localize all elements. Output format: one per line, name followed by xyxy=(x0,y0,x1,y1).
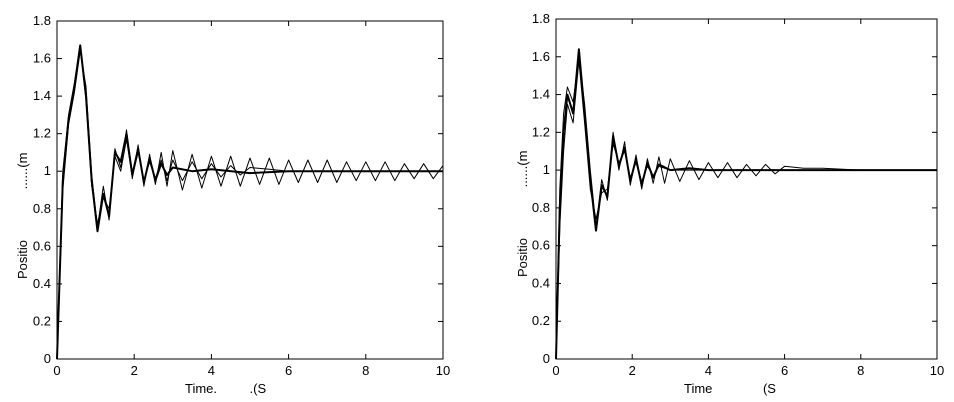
y-tick-label: 1.6 xyxy=(33,51,51,66)
x-tick-label: 8 xyxy=(362,363,369,378)
x-tick-label: 0 xyxy=(552,363,559,378)
x-tick-label: 4 xyxy=(705,363,712,378)
x-axis-label: Time (S xyxy=(684,381,776,396)
y-tick-label: 0.2 xyxy=(33,313,51,328)
x-tick-label: 10 xyxy=(930,363,944,378)
y-tick-label: 1.2 xyxy=(33,126,51,141)
chart-right: 0 2 4 6 8 10 0 0.2 0.4 0.6 0.8 1 1.2 1.4 1.6 1.8 Time (S… xyxy=(515,11,944,396)
y-tick-label: 1.8 xyxy=(33,13,51,28)
y-tick-label: 0.2 xyxy=(532,313,550,328)
y-tick-label: 0.6 xyxy=(532,238,550,253)
y-tick-label: 1.4 xyxy=(33,88,51,103)
y-tick-label: 1.4 xyxy=(532,87,550,102)
y-tick-label: 1.6 xyxy=(532,49,550,64)
x-tick-label: 6 xyxy=(285,363,292,378)
y-tick-label: 0 xyxy=(543,351,550,366)
series-line-0 xyxy=(56,44,443,360)
series-line-1 xyxy=(56,50,444,360)
y-tick-label: 0.8 xyxy=(532,200,550,215)
x-tick-label: 2 xyxy=(629,363,636,378)
x-tick-label: 10 xyxy=(436,363,450,378)
y-tick-label: 0.6 xyxy=(33,238,51,253)
y-axis-label: Positio ......(m xyxy=(15,153,30,279)
y-tick-label: 1 xyxy=(44,163,51,178)
y-tick-label: 0.4 xyxy=(532,275,550,290)
y-axis-label: Positio ......(m xyxy=(515,151,530,277)
y-tick-label: 1.8 xyxy=(532,11,550,26)
x-tick-label: 0 xyxy=(53,363,60,378)
x-tick-label: 6 xyxy=(781,363,788,378)
y-tick-label: 1.2 xyxy=(532,124,550,139)
series-line-0 xyxy=(555,48,937,360)
plot-frame xyxy=(555,18,938,360)
y-tick-label: 0 xyxy=(44,351,51,366)
y-tick-label: 0.4 xyxy=(33,276,51,291)
x-tick-label: 8 xyxy=(857,363,864,378)
x-axis-label: Time. .(S xyxy=(185,381,266,396)
chart-left: 0 2 4 6 8 10 0 0.2 0.4 0.6 0.8 1 1.2 1.4 1.6 1.8 Time. .… xyxy=(15,13,450,396)
series-line-2 xyxy=(555,60,937,360)
series-line-2 xyxy=(56,46,443,360)
y-tick-label: 1 xyxy=(543,162,550,177)
y-tick-label: 0.8 xyxy=(33,201,51,216)
plot-frame xyxy=(56,20,444,360)
x-tick-label: 4 xyxy=(208,363,215,378)
x-tick-label: 2 xyxy=(131,363,138,378)
series-line-1 xyxy=(555,56,937,360)
